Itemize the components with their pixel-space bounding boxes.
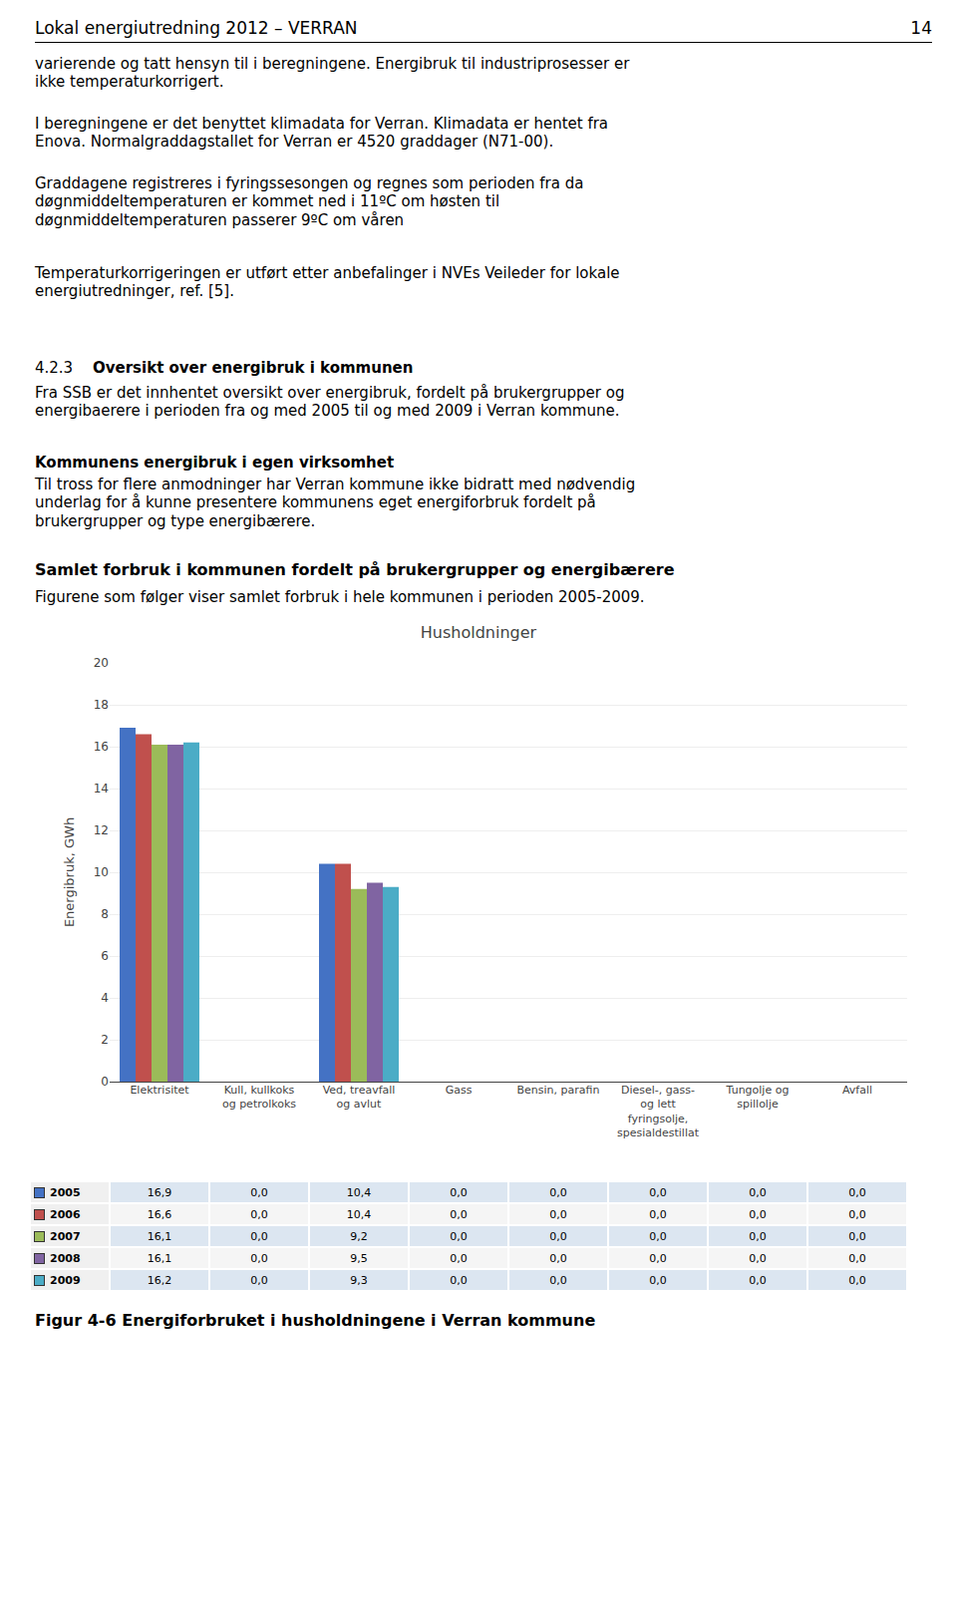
svg-text:Tungolje ogspillolje: Tungolje ogspillolje [725, 1083, 790, 1111]
svg-text:0: 0 [100, 1074, 109, 1089]
html-text:Figur 4-6 Energiforbruket i hu: Figur 4-6 Energiforbruket i husholdninge… [34, 1310, 596, 1330]
html-text:16,1: 16,1 [147, 1230, 172, 1244]
html-text:0,0: 0,0 [250, 1186, 268, 1200]
html-text:0,0: 0,0 [250, 1230, 268, 1244]
svg-text:Energibruk, GWh: Energibruk, GWh [61, 817, 77, 928]
html-text:0,0: 0,0 [649, 1230, 667, 1244]
html-text:0,0: 0,0 [549, 1208, 568, 1222]
html-text:0,0: 0,0 [748, 1230, 767, 1244]
html-text:9,3: 9,3 [350, 1274, 368, 1287]
html-text:0,0: 0,0 [649, 1252, 667, 1266]
html-text:16,1: 16,1 [147, 1252, 172, 1266]
html-text:0,0: 0,0 [848, 1252, 867, 1266]
html-text:10,4: 10,4 [346, 1208, 372, 1222]
svg-text:10: 10 [93, 865, 109, 880]
html-text:9,2: 9,2 [350, 1230, 368, 1244]
svg-text:18: 18 [93, 697, 109, 712]
html-text:0,0: 0,0 [748, 1274, 767, 1287]
svg-text:Diesel-, gass-og lettfyringsol: Diesel-, gass-og lettfyringsolje,spesial… [617, 1083, 700, 1140]
html-text:Fra SSB er det innhentet overs: Fra SSB er det innhentet oversikt over e… [34, 383, 625, 420]
html-text:0,0: 0,0 [848, 1230, 867, 1244]
html-text:0,0: 0,0 [449, 1274, 468, 1287]
html-text:Figurene som følger viser saml: Figurene som følger viser samlet forbruk… [34, 588, 645, 607]
html-text:0,0: 0,0 [449, 1252, 468, 1266]
html-text:0,0: 0,0 [449, 1186, 468, 1200]
svg-text:4: 4 [100, 990, 109, 1005]
html-text:Kommunens energibruk i egen vi: Kommunens energibruk i egen virksomhet [34, 453, 394, 472]
html-text:16,2: 16,2 [147, 1274, 172, 1287]
html-text:14: 14 [910, 17, 933, 38]
svg-text:Husholdninger: Husholdninger [420, 623, 538, 642]
html-text:Til tross for flere anmodninge: Til tross for flere anmodninger har Verr… [34, 475, 636, 530]
svg-text:14: 14 [93, 781, 109, 796]
html-text:0,0: 0,0 [549, 1186, 568, 1200]
html-text:0,0: 0,0 [549, 1274, 568, 1287]
html-text:varierende og tatt hensyn til: varierende og tatt hensyn til i beregnin… [34, 54, 630, 92]
html-text:0,0: 0,0 [549, 1230, 568, 1244]
html-text:16,9: 16,9 [147, 1186, 172, 1200]
svg-text:16: 16 [93, 739, 109, 754]
svg-text:8: 8 [100, 907, 109, 922]
html-text:4.2.3: 4.2.3 [34, 358, 73, 377]
svg-text:Avfall: Avfall [842, 1083, 873, 1097]
svg-text:Ved, treavfallog avlut: Ved, treavfallog avlut [322, 1083, 396, 1111]
svg-text:20: 20 [93, 655, 109, 670]
svg-text:12: 12 [93, 823, 109, 838]
svg-text:Elektrisitet: Elektrisitet [129, 1083, 190, 1097]
html-text:2007: 2007 [49, 1230, 81, 1244]
html-text:0,0: 0,0 [848, 1186, 867, 1200]
html-text:0,0: 0,0 [250, 1208, 268, 1222]
svg-text:Kull, kullkoksog petrolkoks: Kull, kullkoksog petrolkoks [222, 1083, 297, 1111]
html-text:0,0: 0,0 [449, 1230, 468, 1244]
html-text:2009: 2009 [49, 1274, 81, 1287]
html-text:0,0: 0,0 [250, 1252, 268, 1266]
html-text:Samlet forbruk i kommunen ford: Samlet forbruk i kommunen fordelt på bru… [34, 560, 675, 580]
svg-text:Bensin, parafin: Bensin, parafin [517, 1083, 601, 1097]
html-text:0,0: 0,0 [848, 1208, 867, 1222]
html-text:0,0: 0,0 [748, 1208, 767, 1222]
html-text:Oversikt over energibruk i kom: Oversikt over energibruk i kommunen [92, 358, 414, 377]
html-text:9,5: 9,5 [350, 1252, 368, 1266]
html-text:0,0: 0,0 [848, 1274, 867, 1287]
html-text:Lokal energiutredning 2012 – V: Lokal energiutredning 2012 – VERRAN [34, 17, 358, 38]
svg-text:Gass: Gass [445, 1083, 473, 1097]
html-text:0,0: 0,0 [250, 1274, 268, 1287]
html-text:0,0: 0,0 [748, 1186, 767, 1200]
html-text:0,0: 0,0 [649, 1186, 667, 1200]
html-text:0,0: 0,0 [549, 1252, 568, 1266]
html-text:0,0: 0,0 [649, 1208, 667, 1222]
html-text:0,0: 0,0 [748, 1252, 767, 1266]
html-text:Graddagene registreres i fyrin: Graddagene registreres i fyringssesongen… [34, 174, 584, 229]
html-text:2006: 2006 [49, 1208, 81, 1222]
html-text:16,6: 16,6 [147, 1208, 172, 1222]
svg-text:2: 2 [100, 1032, 109, 1047]
html-text:0,0: 0,0 [449, 1208, 468, 1222]
html-text:10,4: 10,4 [346, 1186, 372, 1200]
html-text:0,0: 0,0 [649, 1274, 667, 1287]
html-text:2008: 2008 [49, 1252, 81, 1266]
html-text:Temperaturkorrigeringen er utf: Temperaturkorrigeringen er utført etter … [34, 264, 620, 301]
html-text:I beregningene er det benyttet: I beregningene er det benyttet klimadata… [34, 114, 609, 151]
html-text:2005: 2005 [49, 1186, 81, 1200]
svg-text:6: 6 [100, 949, 109, 963]
